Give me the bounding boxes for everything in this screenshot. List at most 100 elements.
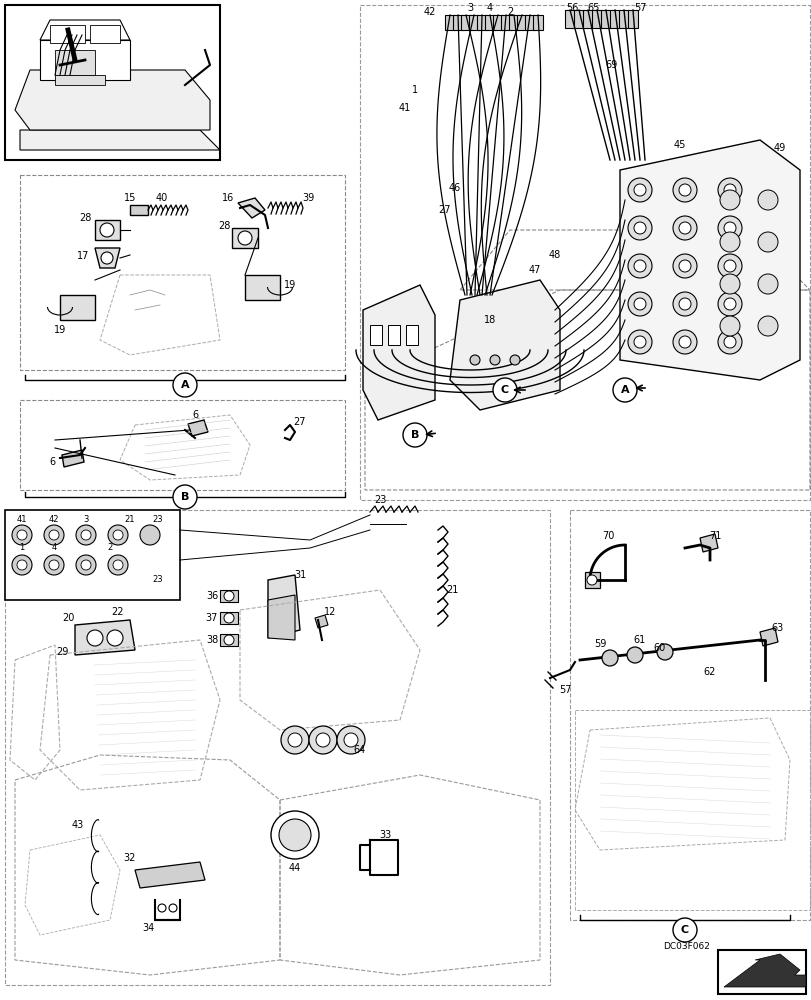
- Circle shape: [107, 630, 122, 646]
- Text: 44: 44: [289, 863, 301, 873]
- Text: 41: 41: [398, 103, 410, 113]
- Circle shape: [173, 485, 197, 509]
- Polygon shape: [75, 620, 135, 655]
- Text: 4: 4: [487, 3, 492, 13]
- Text: 65: 65: [587, 3, 599, 13]
- Text: 40: 40: [156, 193, 168, 203]
- Bar: [618, 10, 629, 28]
- Text: 59: 59: [593, 639, 606, 649]
- Text: 27: 27: [438, 205, 451, 215]
- Circle shape: [288, 733, 302, 747]
- Circle shape: [108, 525, 128, 545]
- Circle shape: [678, 222, 690, 234]
- Text: 6: 6: [49, 457, 55, 467]
- Text: 47: 47: [528, 265, 540, 275]
- Text: 12: 12: [324, 607, 336, 617]
- Text: 34: 34: [142, 923, 154, 933]
- Circle shape: [627, 178, 651, 202]
- Circle shape: [309, 726, 337, 754]
- Polygon shape: [699, 534, 717, 552]
- Circle shape: [633, 222, 646, 234]
- Circle shape: [44, 555, 64, 575]
- Polygon shape: [55, 50, 95, 75]
- Text: 15: 15: [123, 193, 136, 203]
- Circle shape: [344, 733, 358, 747]
- Circle shape: [337, 726, 365, 754]
- Text: 6: 6: [191, 410, 198, 420]
- Polygon shape: [620, 140, 799, 380]
- Circle shape: [678, 336, 690, 348]
- Circle shape: [224, 635, 234, 645]
- Polygon shape: [268, 595, 294, 640]
- Polygon shape: [62, 450, 84, 467]
- Text: 69: 69: [605, 60, 617, 70]
- Text: 31: 31: [294, 570, 306, 580]
- Text: 36: 36: [206, 591, 218, 601]
- Circle shape: [633, 336, 646, 348]
- Text: 3: 3: [466, 3, 473, 13]
- Bar: [600, 10, 610, 28]
- Circle shape: [100, 223, 114, 237]
- Circle shape: [633, 260, 646, 272]
- Circle shape: [672, 918, 696, 942]
- Circle shape: [271, 811, 319, 859]
- Bar: [453, 15, 462, 30]
- Text: 23: 23: [373, 495, 386, 505]
- Text: 3: 3: [84, 516, 88, 524]
- Polygon shape: [232, 228, 258, 248]
- Polygon shape: [20, 130, 220, 150]
- Text: 18: 18: [483, 315, 496, 325]
- Circle shape: [627, 330, 651, 354]
- Text: 57: 57: [558, 685, 571, 695]
- Circle shape: [672, 292, 696, 316]
- Circle shape: [224, 591, 234, 601]
- Circle shape: [492, 378, 517, 402]
- Circle shape: [757, 232, 777, 252]
- Text: 61: 61: [633, 635, 646, 645]
- Circle shape: [108, 555, 128, 575]
- Text: 39: 39: [302, 193, 314, 203]
- Text: A: A: [181, 380, 189, 390]
- Circle shape: [672, 254, 696, 278]
- Polygon shape: [245, 275, 280, 300]
- Bar: [517, 15, 526, 30]
- Polygon shape: [15, 70, 210, 130]
- Polygon shape: [40, 40, 130, 80]
- Bar: [591, 10, 601, 28]
- Circle shape: [626, 647, 642, 663]
- Circle shape: [723, 222, 735, 234]
- Text: 45: 45: [673, 140, 685, 150]
- Bar: [5, 5, 220, 160]
- Polygon shape: [759, 628, 777, 646]
- Circle shape: [757, 316, 777, 336]
- Text: 49: 49: [773, 143, 785, 153]
- Polygon shape: [449, 280, 560, 410]
- Circle shape: [678, 298, 690, 310]
- Circle shape: [586, 575, 596, 585]
- Text: 20: 20: [62, 613, 74, 623]
- Bar: [5, 510, 180, 600]
- Circle shape: [509, 355, 519, 365]
- Text: 41: 41: [17, 516, 28, 524]
- Bar: [500, 15, 510, 30]
- Text: 2: 2: [107, 544, 113, 552]
- Circle shape: [757, 190, 777, 210]
- Circle shape: [612, 378, 636, 402]
- Circle shape: [757, 274, 777, 294]
- Circle shape: [12, 525, 32, 545]
- Text: 19: 19: [54, 325, 66, 335]
- Text: 29: 29: [56, 647, 68, 657]
- Circle shape: [489, 355, 500, 365]
- Text: 48: 48: [548, 250, 560, 260]
- Circle shape: [76, 525, 96, 545]
- Polygon shape: [220, 612, 238, 624]
- Bar: [444, 15, 454, 30]
- Circle shape: [44, 525, 64, 545]
- Text: 21: 21: [125, 516, 135, 524]
- Text: 60: 60: [653, 643, 665, 653]
- Text: 38: 38: [206, 635, 218, 645]
- Polygon shape: [220, 634, 238, 646]
- Circle shape: [719, 316, 739, 336]
- Bar: [130, 205, 148, 215]
- Circle shape: [17, 530, 27, 540]
